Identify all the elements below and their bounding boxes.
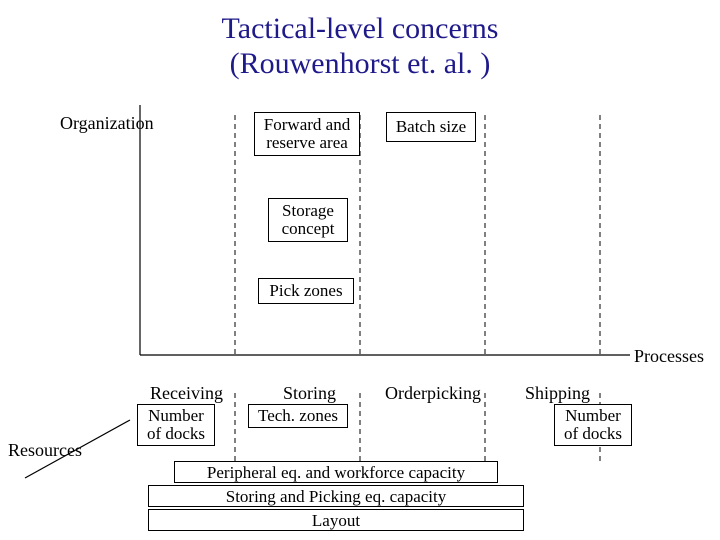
diagram-axes	[0, 0, 720, 540]
box-batch-size: Batch size	[386, 112, 476, 142]
label-receiving: Receiving	[150, 383, 223, 404]
label-storing: Storing	[283, 383, 336, 404]
box-number-docks-left: Number of docks	[137, 404, 215, 446]
box-storing-picking: Storing and Picking eq. capacity	[148, 485, 524, 507]
label-organization: Organization	[60, 113, 154, 134]
title-line2: (Rouwenhorst et. al. )	[230, 47, 491, 80]
label-processes: Processes	[634, 346, 704, 367]
box-number-docks-right: Number of docks	[554, 404, 632, 446]
title-line1: Tactical-level concerns	[222, 12, 499, 45]
box-peripheral: Peripheral eq. and workforce capacity	[174, 461, 498, 483]
box-forward-reserve: Forward and reserve area	[254, 112, 360, 156]
box-tech-zones: Tech. zones	[248, 404, 348, 428]
box-layout: Layout	[148, 509, 524, 531]
box-pick-zones: Pick zones	[258, 278, 354, 304]
label-resources: Resources	[8, 440, 82, 461]
box-storage-concept: Storage concept	[268, 198, 348, 242]
label-orderpicking: Orderpicking	[385, 383, 481, 404]
slide-title: Tactical-level concerns (Rouwenhorst et.…	[0, 0, 720, 81]
label-shipping: Shipping	[525, 383, 590, 404]
